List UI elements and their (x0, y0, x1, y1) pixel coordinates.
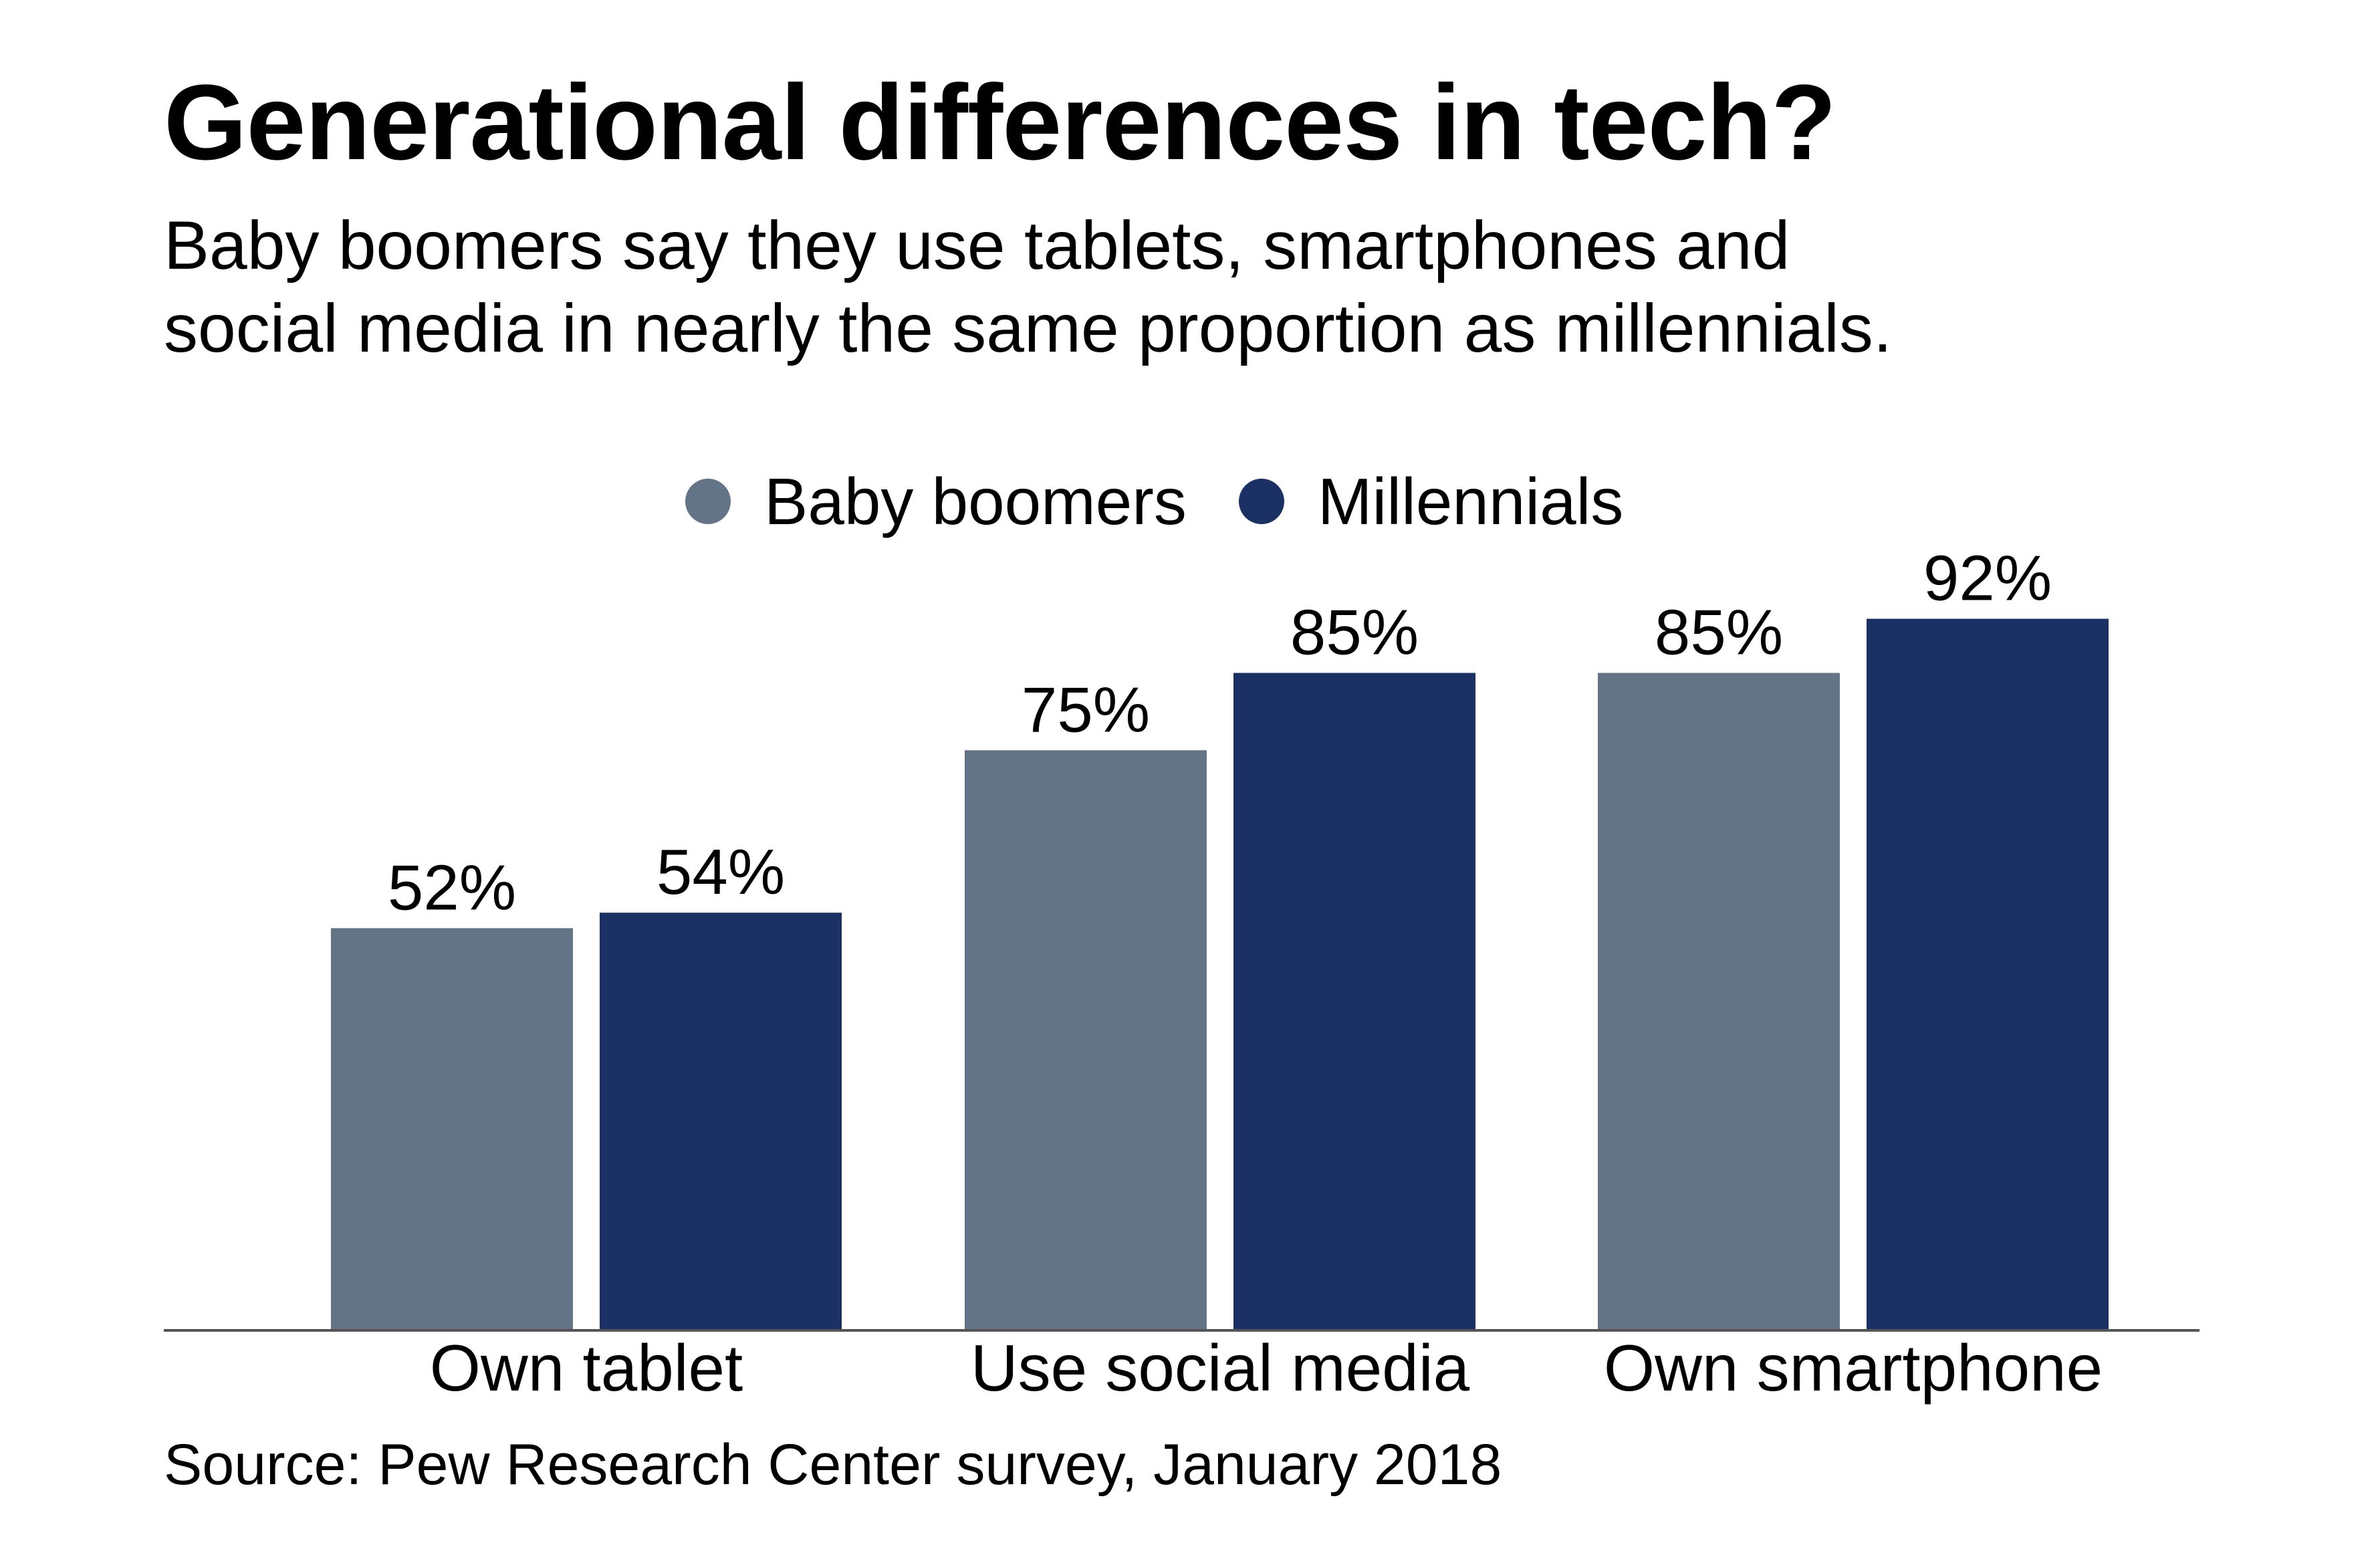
legend-marker-baby-boomers (685, 479, 731, 524)
data-label-millennials-own-smartphone: 92% (1923, 543, 2052, 614)
legend-item-millennials: Millennials (1238, 464, 1624, 540)
legend-item-baby-boomers: Baby boomers (685, 464, 1187, 540)
chart-legend: Baby boomers Millennials (685, 461, 1675, 542)
chart-subtitle: Baby boomers say they use tablets, smart… (164, 204, 2236, 370)
bar-millennials-use-social-media (1233, 673, 1475, 1330)
legend-marker-millennials (1238, 479, 1284, 524)
chart-title: Generational differences in tech? (164, 62, 1836, 182)
category-label-own-smartphone: Own smartphone (1604, 1331, 2103, 1405)
category-label-own-tablet: Own tablet (430, 1331, 743, 1405)
bar-millennials-own-tablet (600, 913, 842, 1330)
bar-baby-boomers-own-tablet (331, 928, 573, 1330)
data-label-baby-boomers-own-tablet: 52% (388, 852, 516, 923)
bar-baby-boomers-use-social-media (965, 750, 1207, 1330)
category-label-use-social-media: Use social media (971, 1331, 1470, 1405)
legend-label-millennials: Millennials (1317, 464, 1624, 538)
data-label-millennials-use-social-media: 85% (1290, 597, 1419, 669)
subtitle-line-1: Baby boomers say they use tablets, smart… (164, 207, 1790, 283)
bar-millennials-own-smartphone (1867, 618, 2109, 1330)
data-label-millennials-own-tablet: 54% (657, 836, 785, 908)
subtitle-line-2: social media in nearly the same proporti… (164, 290, 1893, 366)
data-label-baby-boomers-own-smartphone: 85% (1655, 597, 1783, 669)
source-note: Source: Pew Research Center survey, Janu… (164, 1433, 1502, 1497)
bar-baby-boomers-own-smartphone (1598, 673, 1840, 1330)
legend-label-baby-boomers: Baby boomers (764, 464, 1187, 538)
data-label-baby-boomers-use-social-media: 75% (1022, 674, 1150, 745)
